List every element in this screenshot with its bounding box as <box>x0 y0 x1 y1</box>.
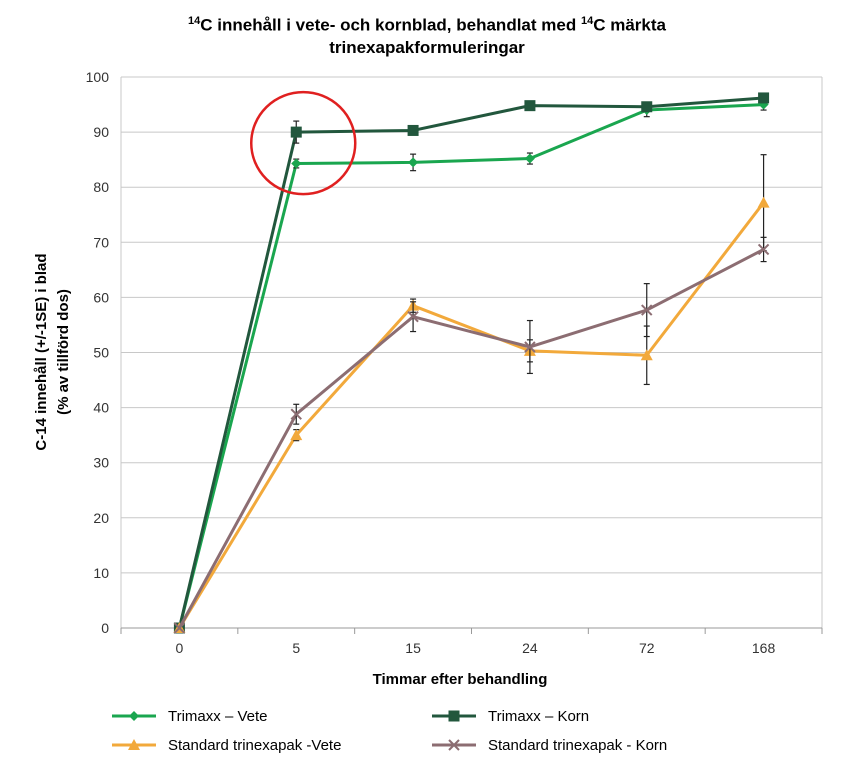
data-point <box>290 126 302 138</box>
legend: Trimaxx – Vete Trimaxx – Korn Standard tri… <box>112 708 667 754</box>
legend-label: Standard trinexapak -Vete <box>168 737 341 754</box>
legend-item-2: Trimaxx – Korn <box>432 708 589 725</box>
data-point <box>173 622 186 634</box>
data-point <box>641 101 653 113</box>
y-tick-label: 10 <box>93 565 109 581</box>
y-tick-label: 90 <box>93 124 109 140</box>
highlight-circle <box>250 90 357 196</box>
legend-label: Trimaxx – Korn <box>488 708 589 725</box>
y-tick-label: 70 <box>93 234 109 250</box>
x-axis-label: Timmar efter behandling <box>373 671 548 688</box>
y-tick-label: 50 <box>93 345 109 361</box>
y-tick-label: 100 <box>86 69 110 85</box>
legend-marker <box>129 711 139 721</box>
annotation-group <box>250 90 357 196</box>
data-point <box>290 408 302 420</box>
x-tick-label: 72 <box>639 640 655 656</box>
gridlines <box>121 76 822 629</box>
data-point <box>757 243 770 256</box>
y-tick-label: 0 <box>101 620 109 636</box>
data-point <box>291 158 302 169</box>
legend-marker <box>448 710 460 722</box>
chart-title: 14C innehåll i vete- och kornblad, behan… <box>0 10 854 59</box>
data-point <box>757 196 770 208</box>
series-line <box>178 201 765 629</box>
y-axis-label-line1: C-14 innehåll (+/-1SE) i blad <box>33 253 50 450</box>
y-tick-label: 20 <box>93 510 109 526</box>
plot-frame <box>120 77 823 634</box>
chart-title-line1: 14C innehåll i vete- och kornblad, behan… <box>188 15 666 35</box>
data-point <box>407 310 419 323</box>
y-tick-labels: 0 10 20 30 40 50 60 70 80 90 100 <box>86 69 110 636</box>
legend-item-4: Standard trinexapak - Korn <box>432 737 667 754</box>
x-tick-label: 168 <box>752 640 776 656</box>
legend-marker <box>128 739 140 750</box>
legend-marker <box>448 739 460 751</box>
x-tick-label: 24 <box>522 640 538 656</box>
legend-item-3: Standard trinexapak -Vete <box>112 737 341 754</box>
data-point <box>524 341 536 353</box>
legend-item-1: Trimaxx – Vete <box>112 708 267 725</box>
y-tick-label: 60 <box>93 289 109 305</box>
series-group <box>173 92 770 634</box>
y-axis-label: C-14 innehåll (+/-1SE) i blad (% av till… <box>33 253 72 450</box>
data-point <box>758 92 770 104</box>
data-point <box>641 304 653 316</box>
series-line <box>177 103 764 629</box>
series-line <box>177 96 764 629</box>
x-tick-label: 0 <box>176 640 184 656</box>
data-point <box>407 124 419 136</box>
data-point <box>524 153 535 164</box>
y-axis-label-line2: (% av tillförd dos) <box>55 289 72 415</box>
data-point <box>640 349 653 361</box>
series-1 <box>174 98 769 633</box>
y-tick-label: 30 <box>93 455 109 471</box>
x-tick-label: 15 <box>405 640 421 656</box>
series-2 <box>173 92 770 634</box>
data-point <box>290 429 303 441</box>
x-tick-labels: 0 5 15 24 72 168 <box>176 640 776 656</box>
legend-label: Standard trinexapak - Korn <box>488 737 667 754</box>
data-point <box>524 100 536 112</box>
y-tick-label: 40 <box>93 400 109 416</box>
x-tick-label: 5 <box>292 640 300 656</box>
series-3 <box>173 154 770 633</box>
series-line <box>178 248 765 629</box>
series-4 <box>173 236 770 634</box>
y-tick-label: 80 <box>93 179 109 195</box>
legend-label: Trimaxx – Vete <box>168 708 267 725</box>
chart-title-line2: trinexapakformuleringar <box>329 37 525 57</box>
data-point <box>408 157 419 168</box>
